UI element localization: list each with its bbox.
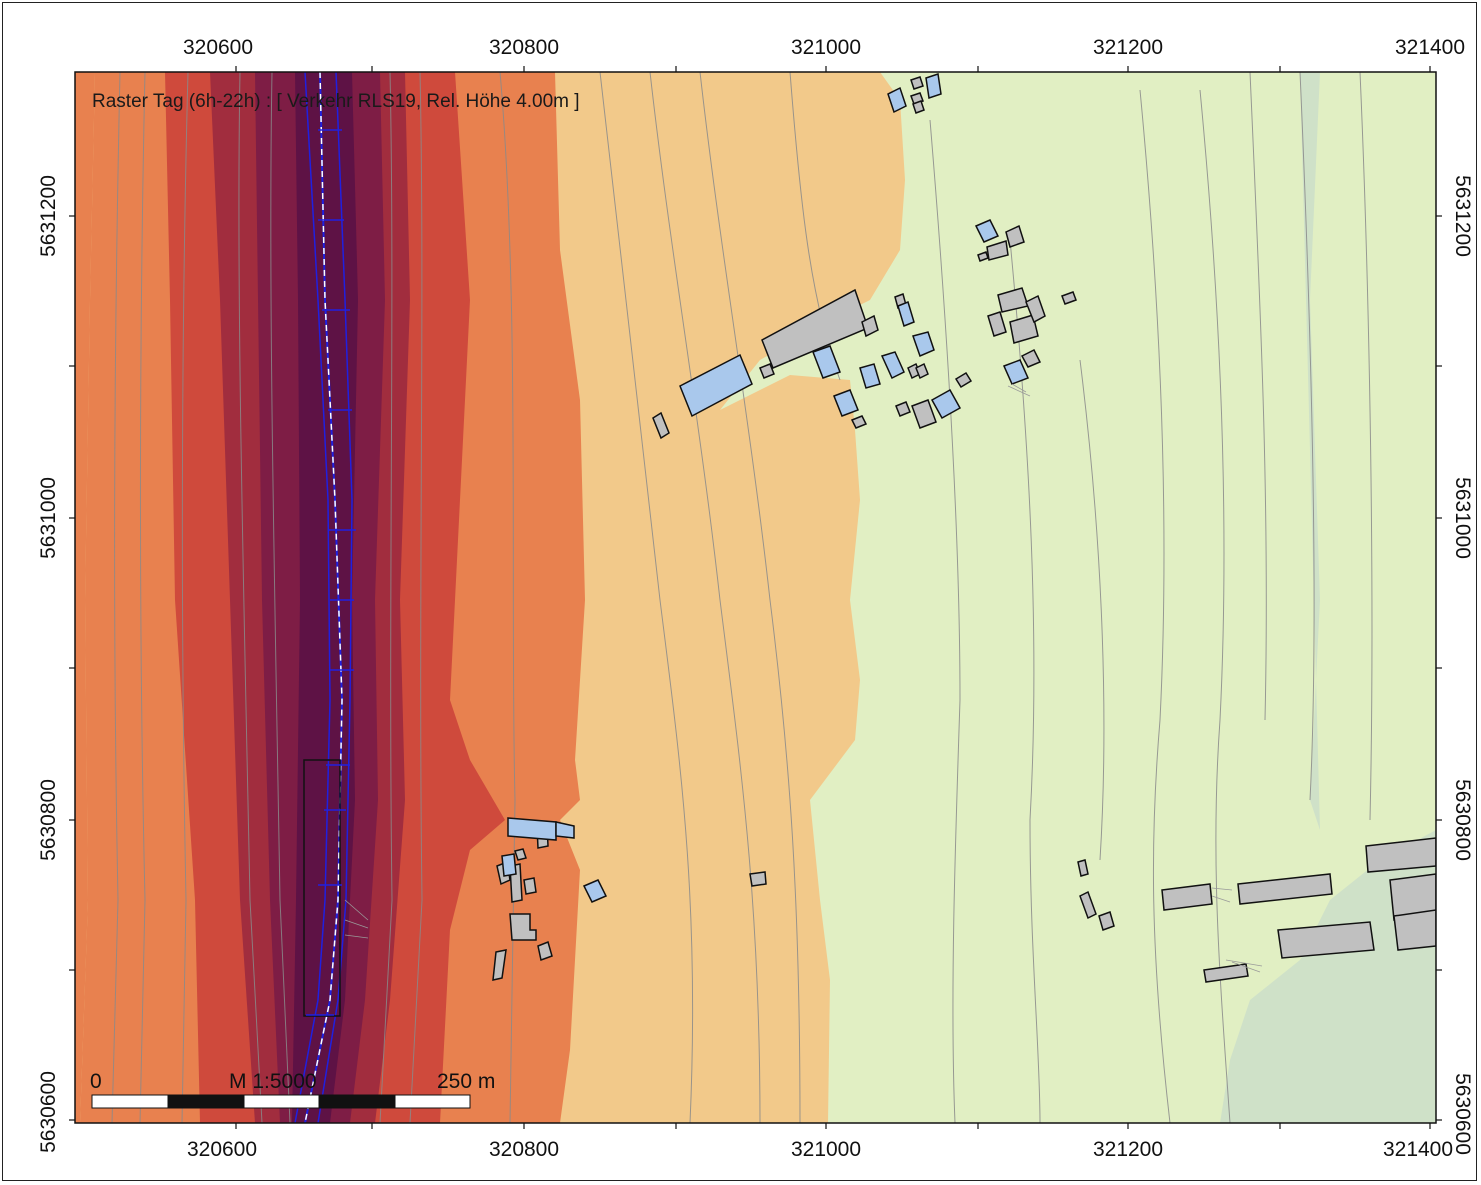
x-tick-top: 321200 [1092, 36, 1164, 59]
map-title: Raster Tag (6h-22h) : [ Verkehr RLS19, R… [92, 91, 580, 112]
y-tick-right: 5631200 [1451, 175, 1474, 257]
x-tick-top: 321400 [1394, 36, 1466, 59]
y-tick-left: 5630800 [37, 779, 60, 861]
y-tick-left: 5630600 [37, 1071, 60, 1153]
y-tick-right: 5630800 [1451, 779, 1474, 861]
x-tick-top: 320600 [182, 36, 254, 59]
building-shadow-lines [344, 383, 1263, 973]
y-tick-right: 5631000 [1451, 477, 1474, 559]
y-tick-left: 5631200 [37, 175, 60, 257]
frame-ticks [69, 66, 1442, 1129]
zone-core [292, 72, 358, 1123]
scale-distance-label: 250 m [437, 1070, 496, 1093]
buildings-blue[interactable] [501, 73, 1030, 903]
x-tick-top: 321000 [790, 36, 862, 59]
road-axis[interactable] [294, 72, 356, 1123]
zone-pale-green [720, 72, 1436, 1123]
x-tick-bottom: 321000 [790, 1138, 862, 1161]
scale-start-label: 0 [90, 1070, 102, 1093]
scale-ratio-label: M 1:5000 [229, 1070, 317, 1093]
x-tick-bottom: 320600 [186, 1138, 258, 1161]
x-tick-bottom: 320800 [488, 1138, 560, 1161]
zone-orange-left [75, 72, 95, 1123]
x-tick-top: 320800 [488, 36, 560, 59]
y-tick-left: 5631000 [37, 477, 60, 559]
x-tick-bottom: 321200 [1092, 1138, 1164, 1161]
scale-bar [91, 1094, 471, 1109]
x-tick-bottom: 321400 [1382, 1138, 1454, 1161]
y-tick-right: 5630600 [1451, 1073, 1474, 1155]
